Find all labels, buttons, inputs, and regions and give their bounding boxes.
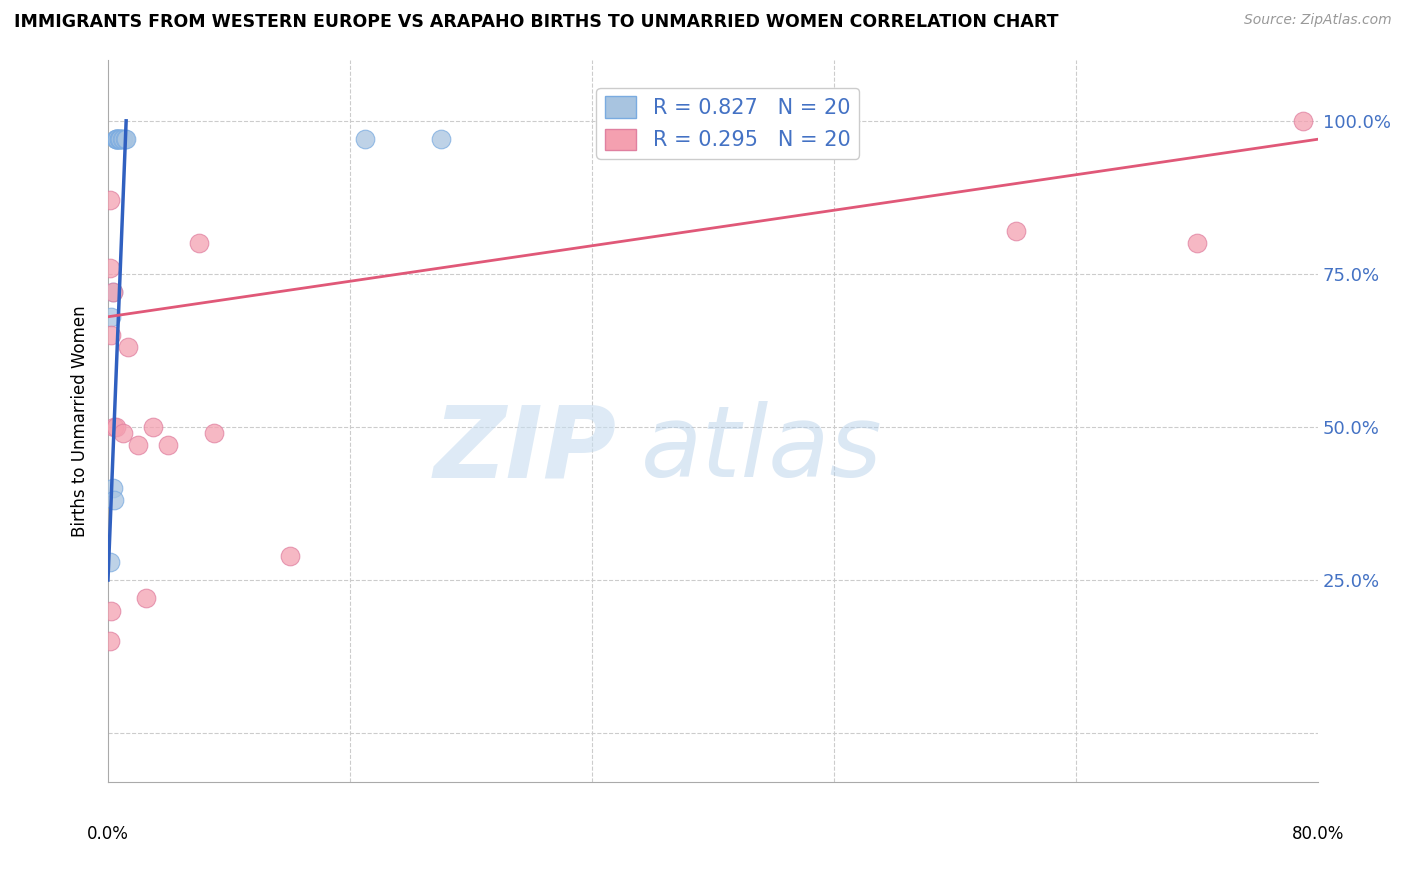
Point	[202, 426, 225, 441]
Point	[127, 438, 149, 452]
Text: 0.0%: 0.0%	[87, 825, 129, 844]
Point	[100, 604, 122, 618]
Point	[108, 132, 131, 146]
Legend: R = 0.827   N = 20, R = 0.295   N = 20: R = 0.827 N = 20, R = 0.295 N = 20	[596, 88, 859, 159]
Point	[105, 132, 128, 146]
Point	[103, 493, 125, 508]
Point	[429, 132, 451, 146]
Text: ZIP: ZIP	[433, 401, 616, 499]
Point	[112, 132, 135, 146]
Point	[278, 549, 301, 563]
Point	[104, 132, 127, 146]
Point	[101, 285, 124, 300]
Point	[98, 194, 121, 208]
Point	[104, 420, 127, 434]
Text: Source: ZipAtlas.com: Source: ZipAtlas.com	[1244, 13, 1392, 28]
Point	[142, 420, 165, 434]
Point	[105, 132, 128, 146]
Point	[98, 260, 121, 275]
Point	[114, 132, 136, 146]
Point	[104, 132, 127, 146]
Point	[100, 328, 122, 343]
Y-axis label: Births to Unmarried Women: Births to Unmarried Women	[72, 305, 89, 537]
Text: 80.0%: 80.0%	[1292, 825, 1344, 844]
Point	[112, 426, 135, 441]
Point	[107, 132, 129, 146]
Point	[98, 634, 121, 648]
Point	[98, 555, 121, 569]
Point	[107, 132, 129, 146]
Point	[101, 285, 124, 300]
Point	[115, 132, 138, 146]
Point	[187, 236, 209, 251]
Point	[1185, 236, 1208, 251]
Point	[1292, 113, 1315, 128]
Text: atlas: atlas	[641, 401, 882, 499]
Point	[117, 340, 139, 354]
Point	[354, 132, 377, 146]
Point	[1004, 224, 1026, 238]
Point	[110, 132, 132, 146]
Point	[100, 310, 122, 324]
Point	[135, 591, 157, 606]
Text: IMMIGRANTS FROM WESTERN EUROPE VS ARAPAHO BIRTHS TO UNMARRIED WOMEN CORRELATION : IMMIGRANTS FROM WESTERN EUROPE VS ARAPAH…	[14, 13, 1059, 31]
Point	[101, 481, 124, 495]
Point	[103, 420, 125, 434]
Point	[108, 132, 131, 146]
Point	[157, 438, 180, 452]
Point	[104, 132, 127, 146]
